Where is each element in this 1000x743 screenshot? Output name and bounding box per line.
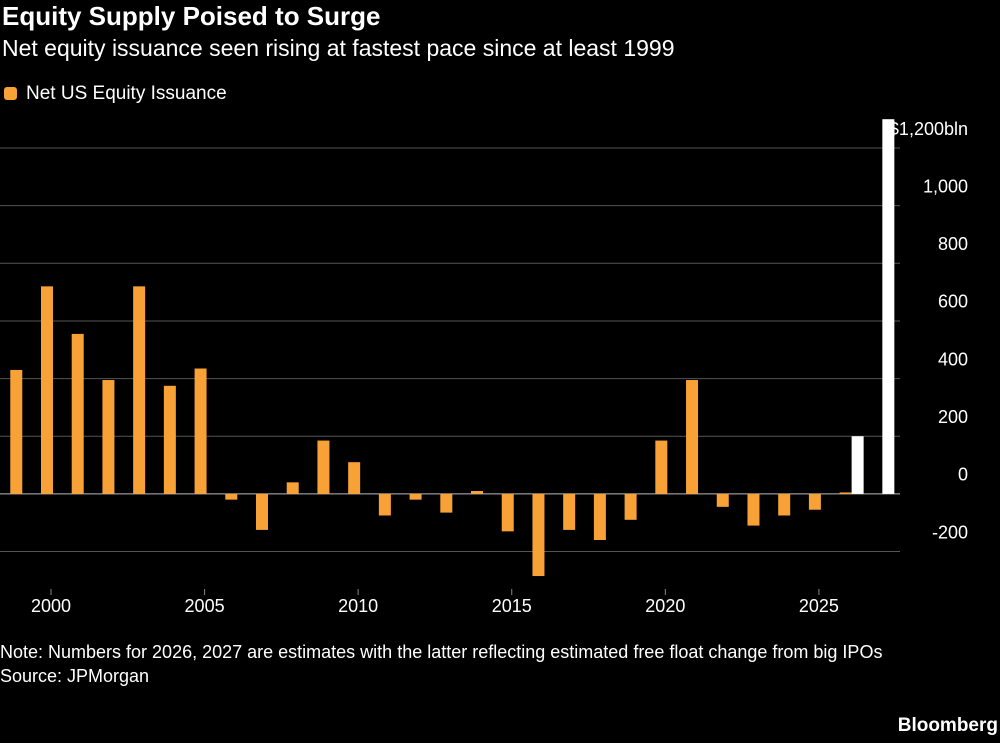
- bar: [317, 440, 330, 494]
- bar: [686, 380, 699, 494]
- y-tick-label: -200: [932, 522, 968, 542]
- x-tick-label: 2005: [185, 596, 225, 616]
- x-tick-label: 2015: [492, 596, 532, 616]
- bar: [71, 333, 84, 494]
- bar: [256, 493, 269, 530]
- chart-title: Equity Supply Poised to Surge: [2, 1, 381, 31]
- legend-swatch: [4, 87, 17, 100]
- bar: [409, 493, 422, 500]
- bar: [102, 380, 115, 494]
- y-tick-label: 200: [938, 407, 968, 427]
- y-tick-label: 800: [938, 234, 968, 254]
- bar: [655, 440, 668, 494]
- y-tick-label: $1,200bln: [889, 119, 968, 139]
- bar: [40, 286, 53, 494]
- legend-label: Net US Equity Issuance: [26, 83, 227, 104]
- bar: [378, 493, 391, 516]
- bar: [133, 286, 146, 494]
- bar: [471, 491, 484, 494]
- bar: [851, 436, 864, 494]
- y-tick-label: 400: [938, 349, 968, 369]
- bar: [563, 493, 576, 530]
- bar: [532, 493, 545, 577]
- note: Note: Numbers for 2026, 2027 are estimat…: [0, 642, 883, 662]
- bar: [440, 493, 453, 513]
- x-tick-label: 2025: [799, 596, 839, 616]
- bar: [10, 369, 23, 494]
- bar: [778, 493, 791, 516]
- bar: [747, 493, 760, 526]
- bar: [194, 368, 207, 494]
- bar: [225, 493, 238, 500]
- chart-subtitle: Net equity issuance seen rising at faste…: [2, 35, 675, 61]
- brand: Bloomberg: [898, 715, 998, 736]
- bar: [286, 482, 299, 494]
- y-tick-label: 600: [938, 292, 968, 312]
- y-tick-label: 1,000: [923, 176, 968, 196]
- bar: [882, 119, 895, 494]
- x-tick-label: 2010: [338, 596, 378, 616]
- x-tick-label: 2020: [645, 596, 685, 616]
- x-tick-label: 2000: [31, 596, 71, 616]
- source: Source: JPMorgan: [0, 666, 150, 686]
- bar: [593, 493, 606, 541]
- footer: Note: Numbers for 2026, 2027 are estimat…: [0, 642, 883, 686]
- bar: [348, 462, 361, 494]
- y-tick-label: 0: [958, 465, 968, 485]
- bar: [501, 493, 514, 532]
- bar: [839, 492, 852, 494]
- bar: [624, 493, 637, 520]
- bar: [163, 385, 176, 494]
- bar: [716, 493, 729, 507]
- bar: [808, 493, 821, 510]
